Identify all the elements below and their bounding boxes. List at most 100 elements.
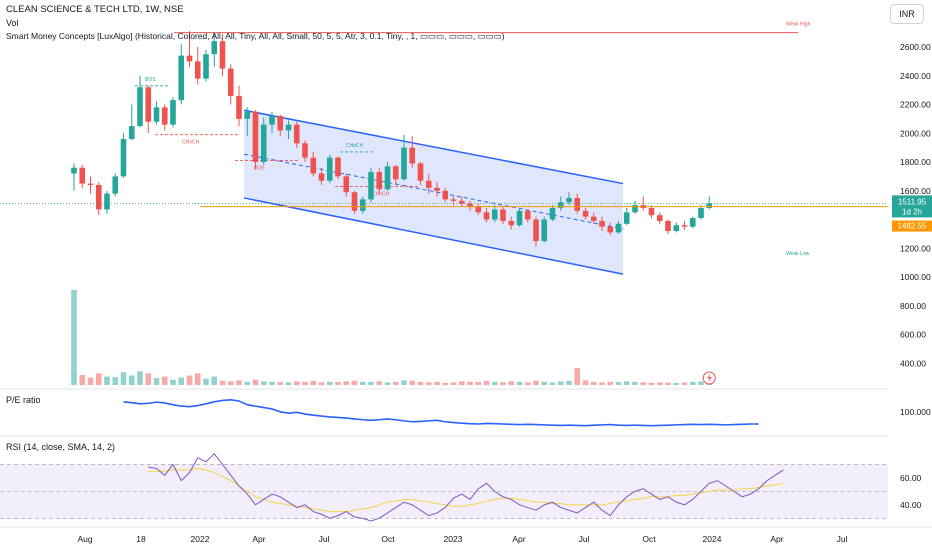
volume-bar: [648, 382, 655, 385]
lightning-icon: [702, 371, 716, 385]
candle: [706, 196, 713, 210]
candle: [566, 192, 572, 206]
candle-body: [500, 209, 506, 221]
volume-bar: [549, 382, 556, 385]
symbol-title[interactable]: CLEAN SCIENCE & TECH LTD, 1W, NSE: [6, 4, 184, 15]
candle: [194, 47, 201, 85]
candle-body: [285, 124, 292, 131]
candle-body: [409, 147, 416, 164]
candle: [615, 220, 622, 234]
volume-bar: [409, 380, 416, 385]
channel-lower-line: [243, 197, 624, 275]
candle: [161, 104, 168, 131]
candle: [689, 216, 696, 229]
candle-body: [368, 172, 374, 200]
volume-bar: [145, 373, 152, 385]
volume-bar: [318, 382, 325, 385]
candle-body: [244, 111, 251, 119]
volume-bar: [153, 378, 160, 385]
candle: [442, 187, 449, 203]
price-tick-label: 1200.00: [900, 243, 931, 253]
choch-label: CHoCH: [182, 140, 200, 146]
time-tick-label: Jul: [837, 534, 848, 544]
time-tick-label: 2024: [703, 534, 722, 544]
volume-bar: [623, 381, 630, 385]
candle-body: [491, 209, 498, 220]
candle: [137, 75, 143, 128]
volume-bar: [599, 382, 605, 385]
price-tick-label: 2600.00: [900, 42, 931, 52]
candle: [203, 49, 209, 82]
time-tick-label: 2023: [444, 534, 463, 544]
volume-bar: [186, 375, 193, 385]
candle-body: [549, 208, 556, 220]
candle: [458, 196, 465, 207]
candle: [425, 173, 432, 194]
candle-body: [632, 205, 638, 213]
volume-bar: [252, 379, 259, 385]
weak-high-label: Weak High: [786, 22, 811, 28]
currency-button[interactable]: INR: [890, 4, 924, 24]
price-tick-label: 800.00: [900, 301, 926, 311]
volume-bar: [178, 377, 185, 385]
candle-body: [211, 41, 218, 55]
pe-pane-label[interactable]: P/E ratio: [6, 395, 41, 405]
candle-body: [656, 215, 663, 221]
volume-bar: [120, 372, 127, 385]
candle-body: [87, 183, 94, 185]
volume-bar: [260, 381, 267, 385]
smc-indicator-label[interactable]: Smart Money Concepts [LuxAlgo] (Historic…: [6, 31, 505, 41]
candle-body: [623, 212, 630, 224]
candle-body: [442, 190, 449, 200]
candle-body: [112, 176, 119, 194]
candle-body: [450, 199, 457, 201]
volume-bar: [351, 380, 358, 385]
candle-body: [186, 55, 193, 62]
candle: [326, 154, 333, 184]
candle-body: [483, 212, 490, 220]
channel-median-line: [243, 153, 624, 230]
volume-bar: [401, 380, 407, 385]
vol-indicator-label[interactable]: Vol: [6, 18, 19, 28]
candle-body: [467, 203, 473, 207]
candle-body: [574, 197, 581, 211]
candle: [599, 216, 605, 231]
candle: [260, 117, 267, 165]
rsi-tick-label: 60.00: [900, 473, 922, 483]
volume-bar: [425, 382, 432, 385]
time-tick-label: Aug: [77, 534, 92, 544]
candle-body: [236, 95, 242, 119]
candle: [467, 200, 473, 211]
candle: [236, 85, 242, 127]
volume-bar: [533, 380, 539, 385]
candle: [335, 156, 341, 180]
candle: [475, 203, 482, 216]
candle-body: [665, 220, 671, 231]
candle-body: [153, 107, 160, 122]
candle-body: [557, 202, 564, 208]
candle: [277, 114, 284, 137]
candle: [302, 140, 308, 162]
level-badge: [892, 220, 932, 232]
candle: [673, 222, 680, 233]
candle: [401, 134, 407, 181]
candle-body: [335, 157, 341, 177]
volume-bar: [112, 377, 119, 385]
candle: [524, 209, 531, 223]
rsi-pane-label[interactable]: RSI (14, close, SMA, 14, 2): [6, 442, 116, 452]
countdown-value: 1d 2h: [902, 207, 922, 216]
candle: [343, 173, 350, 197]
candle-body: [170, 100, 176, 125]
candle-body: [376, 172, 383, 190]
price-tick-label: 400.00: [900, 358, 926, 368]
price-tick-label: 2200.00: [900, 100, 931, 110]
volume-bar: [475, 382, 482, 385]
candle-body: [425, 180, 432, 188]
candle-body: [681, 225, 688, 227]
candle: [170, 97, 176, 128]
volume-bar: [219, 380, 226, 385]
volume-bar: [632, 381, 638, 385]
choch-label-2: CHoCH: [346, 143, 364, 149]
volume-bar: [384, 382, 391, 385]
